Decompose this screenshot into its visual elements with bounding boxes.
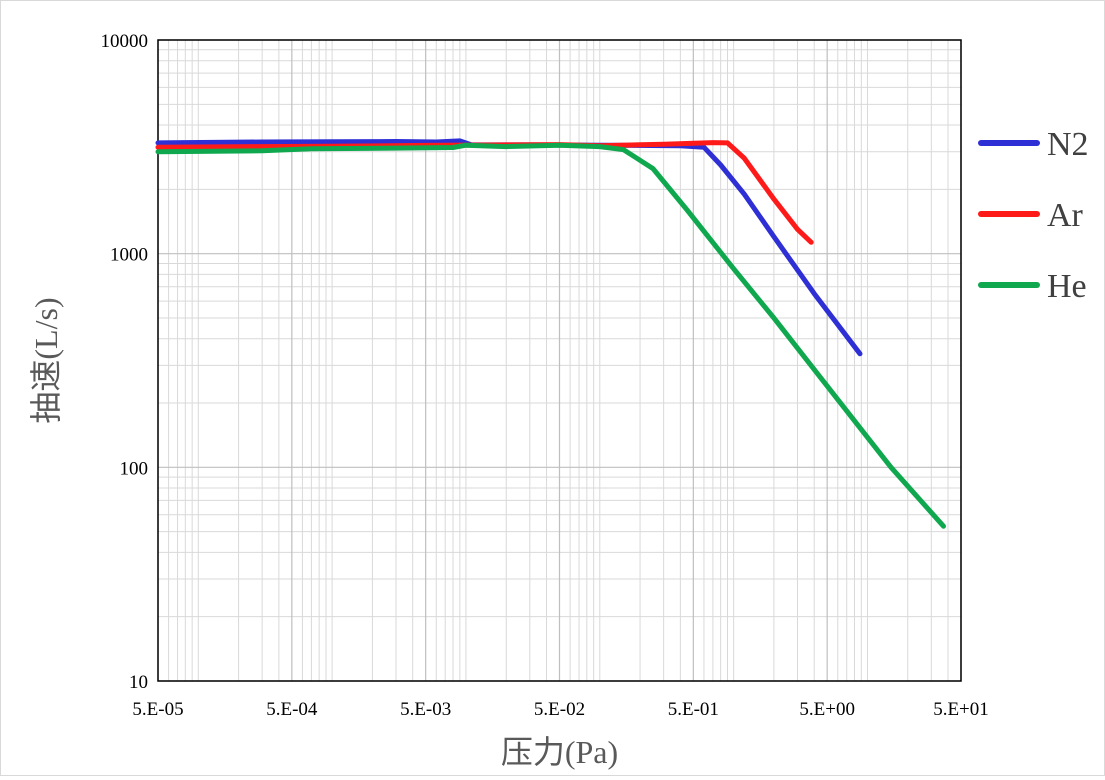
x-tick-label: 5.E-04	[266, 699, 318, 720]
legend-label: N2	[1047, 126, 1089, 163]
series-layer	[155, 138, 946, 529]
legend-item-he: He	[978, 268, 1087, 305]
x-tick-label: 5.E-02	[534, 699, 585, 720]
y-tick-label: 10	[129, 672, 148, 693]
legend-item-ar: Ar	[978, 197, 1084, 234]
plot-area-border	[157, 39, 962, 682]
x-axis-title: 压力(Pa)	[501, 734, 618, 770]
y-axis-title: 抽速(L/s)	[28, 297, 64, 423]
series-line-he	[155, 142, 946, 529]
y-tick-label: 10000	[101, 31, 149, 52]
legend-label: He	[1047, 268, 1087, 305]
x-tick-label: 5.E+00	[799, 699, 855, 720]
legend-item-n2: N2	[978, 126, 1089, 163]
x-tick-label: 5.E-03	[400, 699, 451, 720]
x-tick-label: 5.E-01	[668, 699, 719, 720]
y-tick-label: 1000	[110, 245, 148, 266]
y-tick-label: 100	[120, 458, 149, 479]
legend: N2 Ar He	[978, 126, 1089, 305]
y-axis-tick-labels: 10 100 1000 10000	[101, 31, 149, 693]
legend-label: Ar	[1047, 197, 1084, 234]
x-tick-label: 5.E-05	[132, 699, 183, 720]
x-tick-label: 5.E+01	[933, 699, 989, 720]
x-axis-tick-labels: 5.E-05 5.E-04 5.E-03 5.E-02 5.E-01 5.E+00 5.E+…	[132, 699, 988, 720]
